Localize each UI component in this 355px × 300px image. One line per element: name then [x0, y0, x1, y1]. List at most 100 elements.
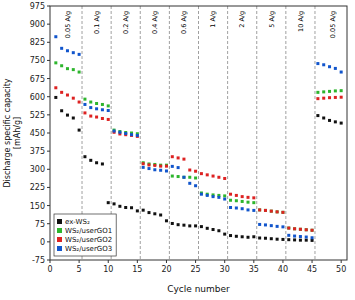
point: [311, 236, 314, 239]
point: [60, 64, 63, 67]
point: [247, 236, 250, 239]
point: [89, 159, 92, 162]
y-tick-label: 975: [30, 2, 45, 11]
point: [276, 225, 279, 228]
rate-label: 2 A/g: [238, 11, 246, 28]
point: [276, 210, 279, 213]
y-tick-label: 750: [30, 56, 45, 65]
point: [60, 47, 63, 50]
point: [276, 210, 279, 213]
legend-label: ex-WS₂: [65, 218, 90, 226]
point: [206, 173, 209, 176]
point: [142, 209, 145, 212]
point: [194, 176, 197, 179]
point: [165, 164, 168, 167]
point: [322, 90, 325, 93]
point: [281, 211, 284, 214]
legend-marker: [57, 228, 62, 233]
point: [124, 131, 127, 134]
plot-area: [50, 6, 347, 260]
rate-label: 0.05 A/g: [329, 11, 337, 38]
y-tick-label: 450: [30, 129, 45, 138]
point: [83, 103, 86, 106]
point: [165, 165, 168, 168]
point: [89, 101, 92, 104]
point: [247, 208, 250, 211]
x-tick: [253, 260, 254, 263]
x-tick: [282, 260, 283, 263]
point: [293, 235, 296, 238]
x-tick-label: 10: [103, 265, 113, 274]
point: [101, 162, 104, 165]
y-tick: [47, 187, 50, 188]
point: [182, 224, 185, 227]
point: [130, 133, 133, 136]
point: [113, 130, 116, 133]
y-tick: [47, 78, 50, 79]
y-tick: [47, 6, 50, 7]
point: [171, 175, 174, 178]
y-tick-label: 375: [30, 147, 45, 156]
point: [153, 212, 156, 215]
point: [136, 134, 139, 137]
point: [148, 163, 151, 166]
point: [188, 224, 191, 227]
point: [334, 89, 337, 92]
point: [107, 118, 110, 121]
x-tick: [312, 260, 313, 263]
point: [334, 96, 337, 99]
point: [200, 193, 203, 196]
point: [235, 206, 238, 209]
point: [223, 177, 226, 180]
point: [270, 224, 273, 227]
x-tick: [137, 260, 138, 263]
point: [107, 109, 110, 112]
point: [316, 114, 319, 117]
x-tick: [341, 260, 342, 263]
point: [124, 206, 127, 209]
point: [264, 223, 267, 226]
point: [72, 68, 75, 71]
y-tick-label: 900: [30, 20, 45, 29]
point: [200, 172, 203, 175]
point: [241, 235, 244, 238]
point: [66, 114, 69, 117]
point: [66, 67, 69, 70]
point: [188, 176, 191, 179]
point: [276, 238, 279, 241]
point: [229, 206, 232, 209]
point: [159, 165, 162, 168]
point: [89, 115, 92, 118]
vline: [256, 6, 257, 260]
point: [194, 224, 197, 227]
point: [200, 225, 203, 228]
point: [113, 202, 116, 205]
x-tick: [166, 260, 167, 263]
y-tick-label: 0: [40, 238, 45, 247]
point: [78, 129, 81, 132]
point: [54, 86, 57, 89]
point: [83, 98, 86, 101]
x-tick: [108, 260, 109, 263]
point: [212, 195, 215, 198]
y-tick: [47, 24, 50, 25]
y-axis-label-line: [mAh/g]: [13, 117, 22, 149]
vline: [140, 6, 141, 260]
point: [101, 103, 104, 106]
y-tick: [47, 133, 50, 134]
y-tick: [47, 169, 50, 170]
y-tick-label: 75: [35, 220, 45, 229]
point: [340, 122, 343, 125]
point: [177, 175, 180, 178]
x-tick-label: 20: [161, 265, 171, 274]
point: [322, 63, 325, 66]
point: [264, 209, 267, 212]
point: [287, 227, 290, 230]
point: [177, 166, 180, 169]
x-tick: [224, 260, 225, 263]
point: [316, 91, 319, 94]
point: [83, 155, 86, 158]
y-axis-label-line: Discharge specific capacity: [3, 78, 12, 187]
point: [95, 102, 98, 105]
point: [287, 227, 290, 230]
